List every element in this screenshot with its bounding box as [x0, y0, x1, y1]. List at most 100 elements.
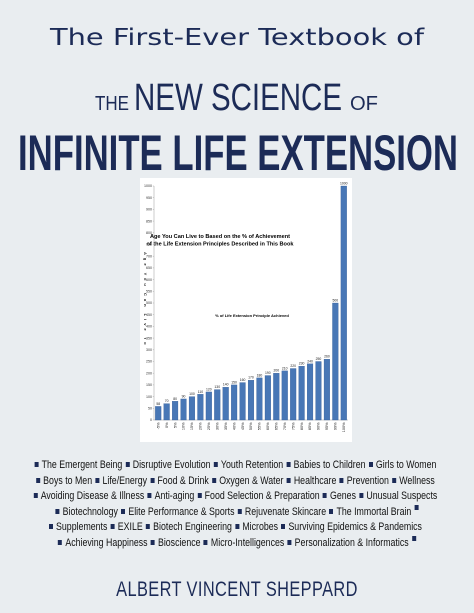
x-tick-label: 10%	[182, 422, 186, 430]
bar	[205, 391, 212, 421]
bar	[340, 185, 347, 421]
y-tick-label: 1000	[144, 184, 152, 188]
value-label: 210	[282, 366, 288, 370]
value-label: 110	[198, 390, 204, 394]
bar	[214, 389, 221, 421]
y-tick-label: 900	[146, 208, 152, 212]
x-tick-label: 99%	[334, 422, 338, 430]
value-label: 230	[299, 362, 305, 366]
y-tick-label: 600	[146, 278, 152, 282]
y-tick-label: 50	[148, 407, 152, 411]
topic: Food & Drink	[147, 474, 208, 490]
bar	[307, 363, 314, 421]
topic: Anti-aging	[144, 489, 195, 505]
bar	[273, 373, 280, 421]
bar	[239, 382, 246, 421]
topic: Achieving Happiness	[55, 536, 147, 552]
bar	[256, 377, 263, 421]
value-label: 500	[333, 299, 339, 303]
value-label: 180	[257, 373, 263, 377]
subtitle-suffix: OF	[350, 93, 378, 115]
topic: Wellness	[389, 474, 435, 490]
topic: Life/Energy	[92, 474, 148, 490]
y-tick-label: 300	[146, 348, 152, 352]
value-label: 70	[165, 399, 169, 403]
x-tick-label: 85%	[308, 422, 312, 430]
y-tick-label: 650	[146, 266, 152, 270]
x-tick-label: 60%	[266, 422, 270, 430]
x-tick-label: 35%	[224, 422, 228, 430]
topic: Food Selection & Preparation	[194, 489, 320, 505]
bar	[290, 368, 297, 421]
x-tick-label: 0%	[165, 422, 169, 428]
value-label: 140	[223, 383, 229, 387]
title: INFINITE LIFE EXTENSION	[18, 125, 458, 176]
topic: Youth Retention	[211, 458, 283, 474]
value-label: 58	[156, 402, 160, 406]
topic: Girls to Women	[366, 458, 436, 474]
bar	[197, 394, 204, 421]
topic: Healthcare	[283, 474, 337, 490]
x-tick-label: -5%	[156, 422, 160, 429]
topic-line: Biotechnology Elite Performance & Sports R…	[47, 505, 426, 521]
y-tick-label: 550	[146, 290, 152, 294]
bar	[155, 406, 162, 421]
topic-line: Avoiding Disease & Illness Anti-aging Food…	[41, 489, 438, 505]
bar	[180, 398, 187, 421]
subtitle: NEW SCIENCE	[134, 77, 342, 119]
topic-line: Achieving Happiness Bioscience Micro-Intel…	[47, 536, 426, 552]
bar	[281, 370, 288, 421]
value-label: 260	[324, 355, 330, 359]
x-tick-label: 15%	[190, 422, 194, 430]
y-tick-label: 800	[146, 231, 152, 235]
x-tick-label: 20%	[199, 422, 203, 430]
cover-header: The First-Ever Textbook of THE NEW SCIEN…	[18, 25, 458, 176]
x-tick-label: 90%	[317, 422, 321, 430]
y-tick-label: 100	[146, 395, 152, 399]
topic: Genes	[320, 489, 356, 505]
x-tick-label: 25%	[207, 422, 211, 430]
topic: Bioscience	[148, 536, 201, 552]
x-tick-label: 100%	[342, 422, 346, 432]
value-label: 100	[189, 392, 195, 396]
topic: The Immortal Brain	[326, 505, 412, 521]
x-tick-label: 5%	[173, 422, 177, 428]
chart: Age You Can Live to Based on the % of Ac…	[140, 178, 352, 442]
topic: Micro-Intelligences	[201, 536, 284, 552]
topic: Babies to Children	[283, 458, 366, 474]
y-tick-label: 150	[146, 383, 152, 387]
value-label: 160	[240, 378, 246, 382]
y-tick-label: 350	[146, 336, 152, 340]
y-axis-label: Age You Can Live to	[143, 252, 148, 348]
x-tick-label: 75%	[291, 422, 295, 430]
x-tick-label: 40%	[232, 422, 236, 430]
y-tick-label: 200	[146, 371, 152, 375]
bar	[172, 401, 179, 421]
topic: Disruptive Evolution	[122, 458, 211, 474]
bar	[315, 361, 322, 421]
bar	[298, 366, 305, 421]
y-tick-label: 500	[146, 301, 152, 305]
value-label: 220	[290, 364, 296, 368]
topic: Prevention	[336, 474, 389, 490]
y-tick-label: 750	[146, 243, 152, 247]
x-tick-label: 80%	[300, 422, 304, 430]
value-label: 190	[265, 371, 271, 375]
bar	[222, 387, 229, 421]
value-label: 90	[182, 394, 186, 398]
bar	[323, 359, 330, 421]
topic: EXILE	[107, 520, 143, 536]
subtitle-prefix: THE	[95, 93, 129, 115]
author: ALBERT VINCENT SHEPPARD	[116, 578, 358, 601]
value-label: 240	[307, 359, 313, 363]
topic: Biotech Engineering	[143, 520, 232, 536]
topic: Boys to Men	[33, 474, 92, 490]
topic-line: Supplements EXILE Biotech Engineering Micro…	[47, 520, 426, 536]
chart-title: Age You Can Live to Based on the % of Ac…	[146, 234, 294, 248]
x-tick-label: 65%	[275, 422, 279, 430]
y-tick-label: 700	[146, 254, 152, 258]
y-tick-label: 450	[146, 313, 152, 317]
kicker: The First-Ever Textbook of	[49, 25, 425, 51]
y-tick-label: 250	[146, 360, 152, 364]
value-label: 120	[206, 387, 212, 391]
